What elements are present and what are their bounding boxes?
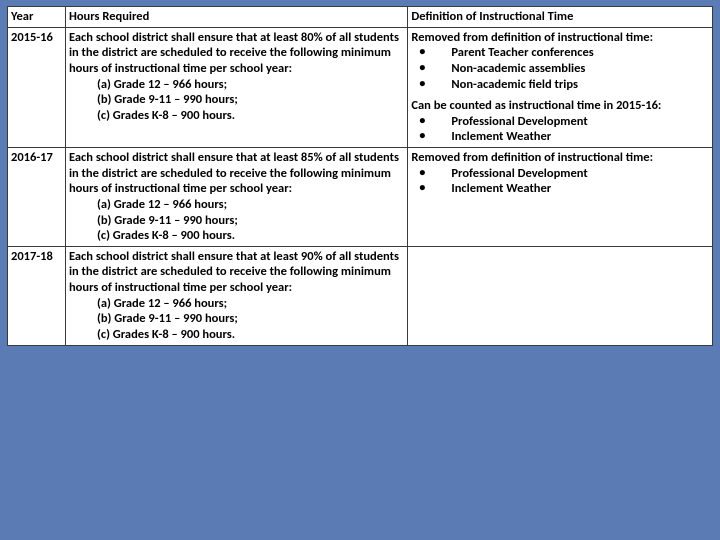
list-item: Inclement Weather	[415, 129, 709, 145]
cell-hours: Each school district shall ensure that a…	[65, 246, 407, 345]
list-item: Inclement Weather	[415, 181, 709, 197]
cell-def: Removed from definition of instructional…	[408, 27, 713, 147]
header-year: Year	[8, 7, 66, 28]
def-removed-title: Removed from definition of instructional…	[411, 150, 709, 166]
cell-year: 2017-18	[8, 246, 66, 345]
hours-c: (c) Grades K-8 – 900 hours.	[69, 108, 404, 124]
def-removed-list: Parent Teacher conferences Non-academic …	[411, 45, 709, 92]
instructional-time-table: Year Hours Required Definition of Instru…	[7, 6, 713, 346]
def-removed-title: Removed from definition of instructional…	[411, 30, 709, 46]
header-row: Year Hours Required Definition of Instru…	[8, 7, 713, 28]
def-counted-title: Can be counted as instructional time in …	[411, 98, 709, 114]
header-def: Definition of Instructional Time	[408, 7, 713, 28]
list-item: Non-academic field trips	[415, 77, 709, 93]
hours-a: (a) Grade 12 – 966 hours;	[69, 77, 404, 93]
cell-hours: Each school district shall ensure that a…	[65, 27, 407, 147]
list-item: Parent Teacher conferences	[415, 45, 709, 61]
hours-intro: Each school district shall ensure that a…	[69, 30, 404, 77]
hours-intro: Each school district shall ensure that a…	[69, 249, 404, 296]
cell-year: 2016-17	[8, 148, 66, 247]
cell-def	[408, 246, 713, 345]
list-item: Professional Development	[415, 114, 709, 130]
cell-year: 2015-16	[8, 27, 66, 147]
header-hours: Hours Required	[65, 7, 407, 28]
list-item: Professional Development	[415, 166, 709, 182]
list-item: Non-academic assemblies	[415, 61, 709, 77]
table-row: 2016-17 Each school district shall ensur…	[8, 148, 713, 247]
table-row: 2017-18 Each school district shall ensur…	[8, 246, 713, 345]
hours-b: (b) Grade 9-11 – 990 hours;	[69, 311, 404, 327]
def-counted-list: Professional Development Inclement Weath…	[411, 114, 709, 145]
page-background: Year Hours Required Definition of Instru…	[0, 0, 720, 540]
hours-intro: Each school district shall ensure that a…	[69, 150, 404, 197]
hours-b: (b) Grade 9-11 – 990 hours;	[69, 213, 404, 229]
cell-hours: Each school district shall ensure that a…	[65, 148, 407, 247]
hours-a: (a) Grade 12 – 966 hours;	[69, 197, 404, 213]
def-removed-list: Professional Development Inclement Weath…	[411, 166, 709, 197]
cell-def: Removed from definition of instructional…	[408, 148, 713, 247]
hours-c: (c) Grades K-8 – 900 hours.	[69, 327, 404, 343]
hours-c: (c) Grades K-8 – 900 hours.	[69, 228, 404, 244]
table-row: 2015-16 Each school district shall ensur…	[8, 27, 713, 147]
hours-b: (b) Grade 9-11 – 990 hours;	[69, 92, 404, 108]
hours-a: (a) Grade 12 – 966 hours;	[69, 296, 404, 312]
